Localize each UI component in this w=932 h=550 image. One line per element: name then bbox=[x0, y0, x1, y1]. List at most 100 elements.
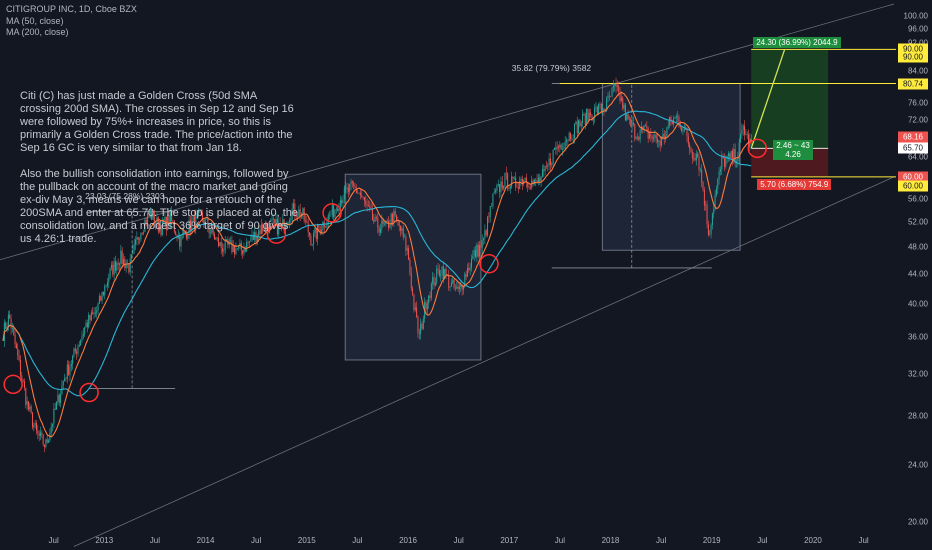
candle-body bbox=[235, 248, 237, 254]
candle-body bbox=[553, 147, 555, 150]
candle bbox=[693, 152, 695, 162]
candle bbox=[456, 281, 458, 290]
candle-body bbox=[64, 378, 66, 382]
candle-body bbox=[294, 203, 296, 216]
candle bbox=[329, 210, 331, 220]
candle-body bbox=[493, 191, 495, 194]
candle bbox=[153, 209, 155, 228]
candle bbox=[580, 120, 582, 131]
candle-body bbox=[205, 218, 207, 220]
candle bbox=[602, 104, 604, 115]
candle-body bbox=[129, 258, 131, 273]
candle bbox=[627, 109, 629, 120]
candle bbox=[632, 116, 634, 127]
candle-body bbox=[155, 223, 157, 225]
candle bbox=[335, 206, 337, 214]
candle-body bbox=[143, 232, 145, 234]
candle bbox=[38, 430, 40, 442]
candle bbox=[263, 227, 265, 233]
candle-body bbox=[116, 262, 118, 271]
candle-body bbox=[346, 187, 348, 189]
candle-body bbox=[118, 263, 120, 265]
candle-body bbox=[287, 222, 289, 226]
candle-body bbox=[313, 233, 315, 245]
candle-body bbox=[327, 215, 329, 223]
candle-body bbox=[412, 288, 414, 295]
candle-body bbox=[31, 412, 33, 428]
candle-body bbox=[40, 432, 42, 437]
candle-body bbox=[84, 327, 86, 335]
candle-body bbox=[509, 186, 511, 189]
candle bbox=[109, 267, 111, 280]
candle-body bbox=[402, 228, 404, 238]
candle-body bbox=[160, 227, 162, 235]
candle bbox=[196, 210, 198, 219]
candle bbox=[513, 176, 515, 180]
candle-body bbox=[53, 408, 55, 424]
candle-body bbox=[501, 181, 503, 189]
candle-body bbox=[484, 230, 486, 239]
candle bbox=[177, 229, 179, 240]
candle-body bbox=[136, 237, 138, 240]
analysis-note: Citi (C) has just made a Golden Cross (5… bbox=[20, 90, 300, 259]
candle bbox=[401, 225, 403, 235]
candle-body bbox=[85, 322, 87, 328]
candle-body bbox=[591, 115, 593, 121]
candle-body bbox=[236, 248, 238, 249]
candle bbox=[643, 124, 645, 133]
candle-body bbox=[485, 230, 487, 236]
candle-body bbox=[545, 166, 547, 167]
candle-body bbox=[618, 85, 620, 93]
candle-body bbox=[653, 137, 655, 139]
candle-body bbox=[345, 187, 347, 189]
candle-body bbox=[685, 128, 687, 130]
candle-body bbox=[147, 213, 149, 224]
candle bbox=[426, 299, 428, 316]
candle-body bbox=[508, 188, 510, 189]
candle bbox=[128, 263, 130, 275]
indicator-ma50[interactable]: MA (50, close) bbox=[6, 15, 64, 26]
candle bbox=[603, 108, 605, 116]
indicator-ma200[interactable]: MA (200, close) bbox=[6, 27, 69, 37]
candle bbox=[651, 134, 653, 144]
candle bbox=[122, 253, 124, 266]
candle-body bbox=[500, 181, 502, 193]
time-tick-label: Jul bbox=[149, 536, 161, 545]
candle-body bbox=[512, 176, 514, 179]
candle-body bbox=[489, 206, 491, 218]
candle-body bbox=[234, 245, 236, 254]
candle bbox=[116, 260, 118, 277]
candle bbox=[658, 139, 660, 149]
target-zone bbox=[751, 49, 829, 149]
candle-body bbox=[243, 248, 245, 254]
candle-body bbox=[168, 214, 170, 225]
candle-body bbox=[473, 250, 475, 256]
candle bbox=[248, 240, 250, 247]
time-tick-label: 2017 bbox=[500, 536, 519, 545]
candle bbox=[180, 234, 182, 253]
candle-body bbox=[691, 151, 693, 158]
candle-body bbox=[34, 423, 36, 426]
candle-body bbox=[21, 375, 23, 380]
candle-body bbox=[568, 132, 570, 142]
candle-body bbox=[132, 249, 134, 255]
candle-body bbox=[738, 142, 740, 158]
candle bbox=[100, 295, 102, 302]
candle bbox=[536, 173, 538, 183]
symbol-title: CITIGROUP INC, 1D, Cboe BZX bbox=[6, 4, 137, 14]
candle bbox=[369, 201, 371, 212]
candle-body bbox=[734, 149, 736, 164]
candle bbox=[276, 216, 278, 237]
candle bbox=[454, 284, 456, 292]
candle bbox=[635, 136, 637, 141]
candle bbox=[433, 273, 435, 290]
risk-reward-label: 2.46 ~ 43 4.26 bbox=[773, 140, 813, 161]
candle-body bbox=[549, 158, 551, 166]
candle-body bbox=[457, 286, 459, 290]
candle bbox=[527, 182, 529, 193]
candle-body bbox=[683, 128, 685, 131]
candle bbox=[483, 237, 485, 246]
candle bbox=[404, 233, 406, 238]
candle-body bbox=[559, 144, 561, 148]
